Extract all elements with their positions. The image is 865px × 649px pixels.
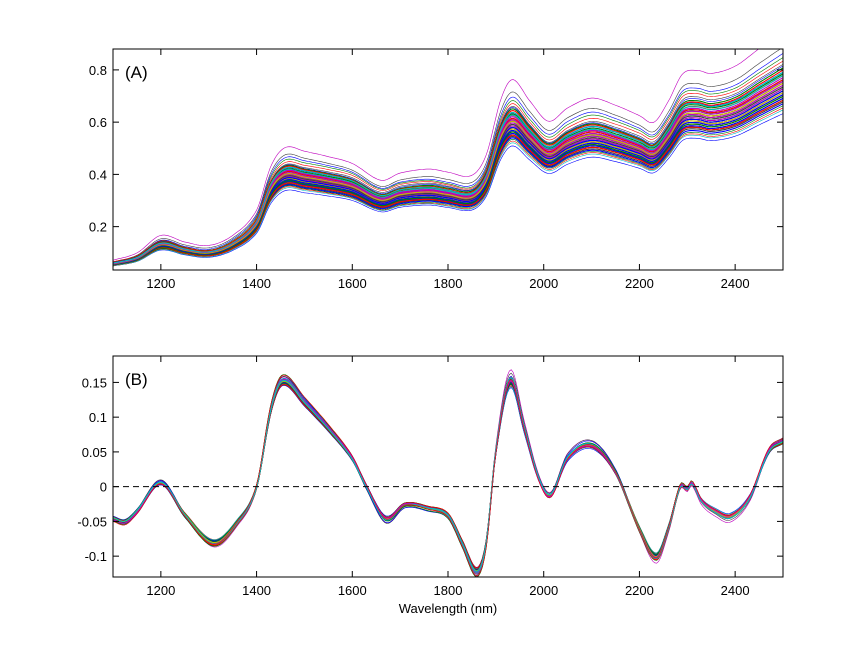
y-tick-label: 0.6 [89,115,107,130]
x-tick-label: 2000 [529,583,558,598]
spectrum-line [113,99,783,266]
y-tick-label: 0.2 [89,220,107,235]
x-tick-label: 2200 [625,583,654,598]
panel-label: (B) [125,370,148,389]
spectrum-line [113,60,783,263]
spectrum-line [113,49,781,263]
y-tick-label: -0.1 [85,549,107,564]
y-tick-label: 0.8 [89,63,107,78]
x-tick-label: 2400 [721,276,750,291]
x-tick-label: 1400 [242,583,271,598]
spectrum-line [113,57,783,263]
x-tick-label: 2200 [625,276,654,291]
panel-a: 1200 1400 1600 1800 2000 2200 2400 0.2 0.4 0.6 0.8… [89,48,784,291]
plot-area [113,49,783,270]
spectrum-line [113,109,783,267]
x-tick-label: 2000 [529,276,558,291]
spectrum-line [113,95,783,266]
y-tick-label: 0.15 [82,375,107,390]
spectrum-line [113,71,783,264]
x-tick-label: 2400 [721,583,750,598]
x-tick-label: 1800 [434,276,463,291]
y-tick-label: 0.4 [89,167,107,182]
y-tick-label: 0.05 [82,445,107,460]
x-tick-label: 1600 [338,276,367,291]
x-tick-label: 1600 [338,583,367,598]
spectra-group [113,369,783,577]
y-tick-label: 0 [100,480,107,495]
spectrum-line [113,113,783,267]
spectrum-line [113,49,760,261]
spectrum-line [113,374,783,577]
x-tick-label: 1200 [146,583,175,598]
spectrum-line [113,53,783,263]
spectrum-line [113,107,783,267]
x-tick-label: 1800 [434,583,463,598]
spectrum-line [113,86,783,265]
x-axis-label: Wavelength (nm) [399,601,498,616]
panel-label: (A) [125,63,148,82]
spectra-group [113,49,783,267]
y-tick-label: 0.1 [89,410,107,425]
x-tick-label: 1400 [242,276,271,291]
x-tick-label: 1200 [146,276,175,291]
y-tick-label: -0.05 [77,514,107,529]
spectrum-line [113,82,783,265]
panel-b: 1200 1400 1600 1800 2000 2200 2400 -0.1 -0.05 0 0.… [77,355,784,616]
